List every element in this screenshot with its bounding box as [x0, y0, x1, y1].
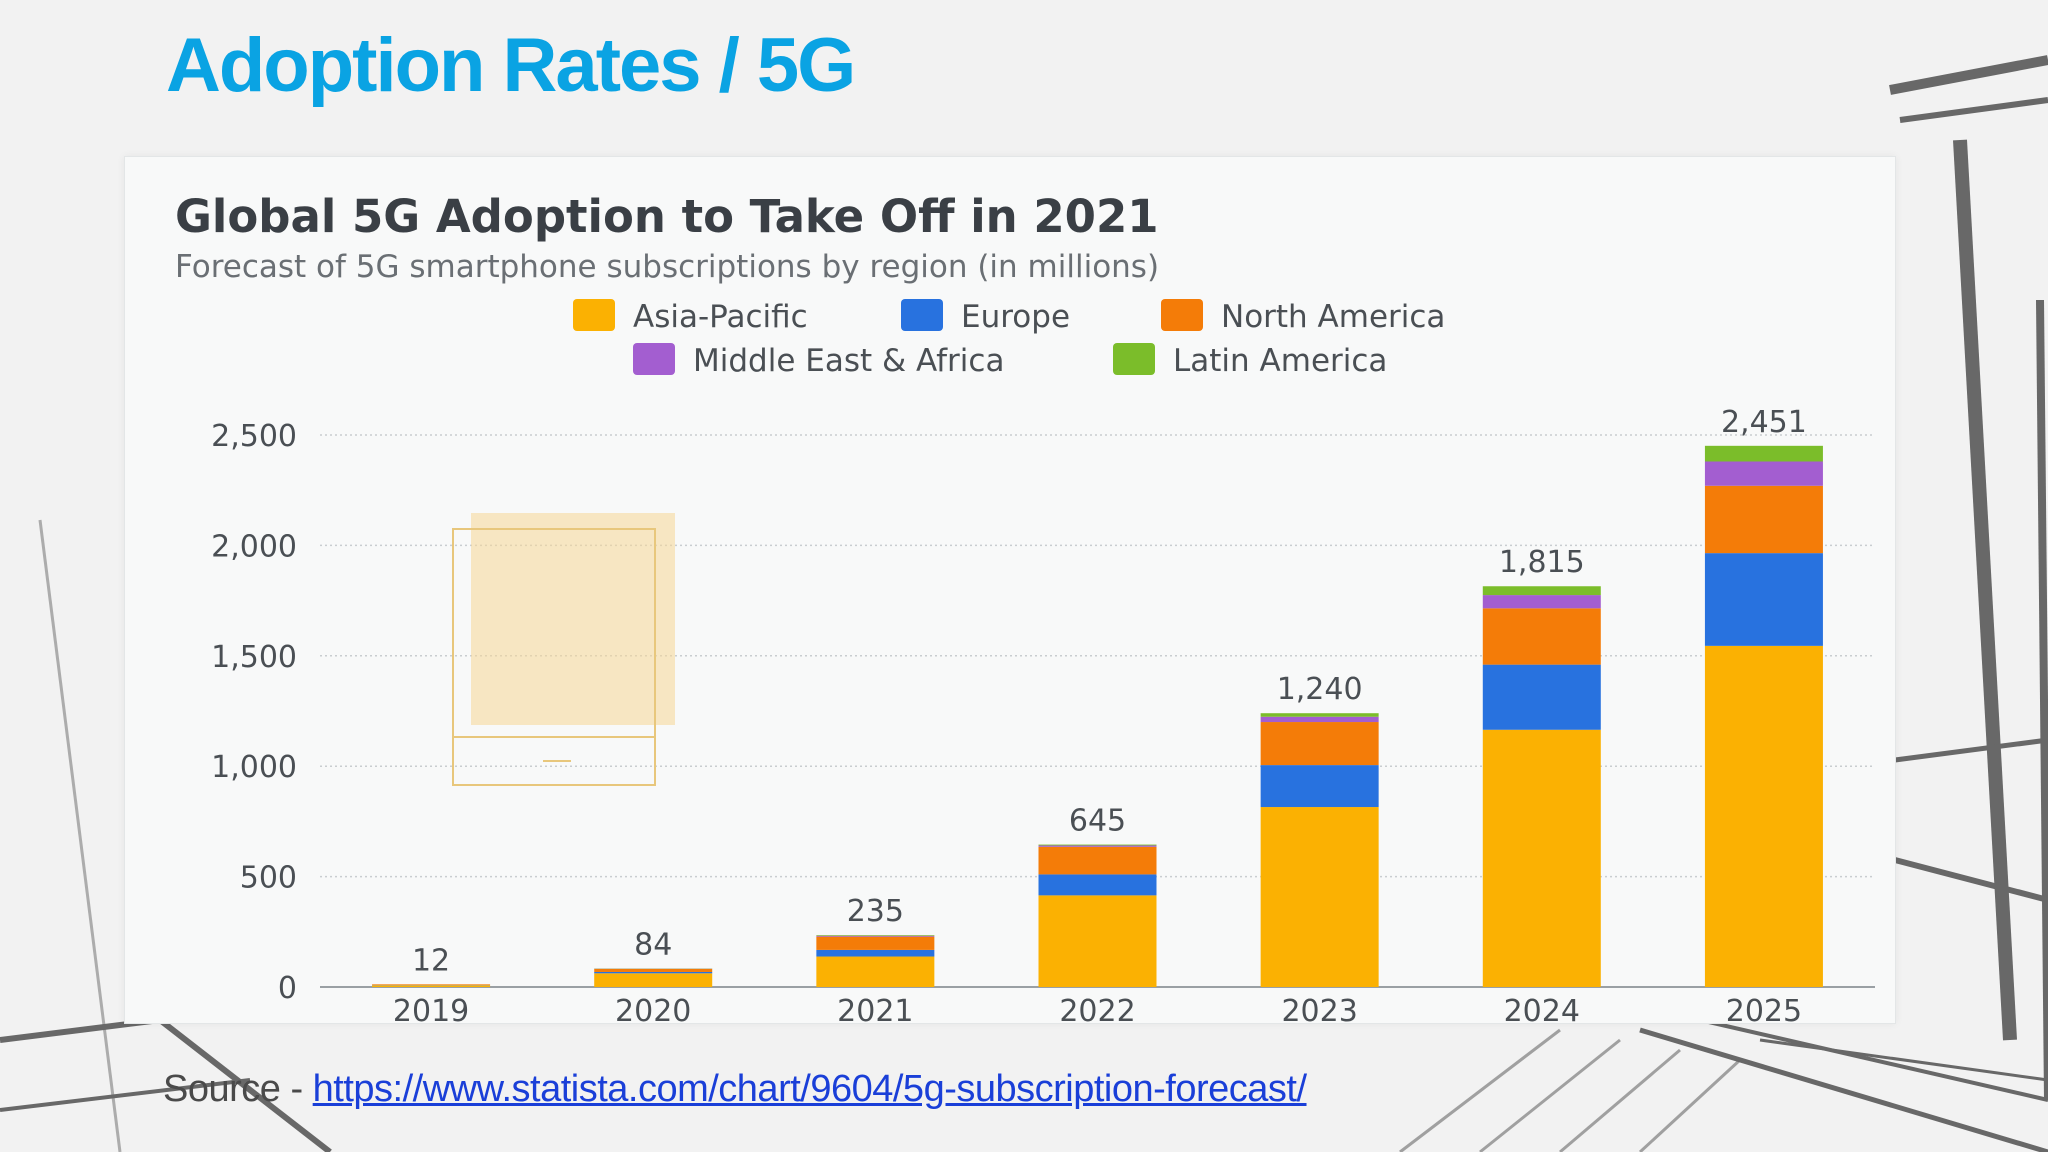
x-tick-label: 2025 [1726, 994, 1802, 1023]
y-tick-label: 2,500 [211, 419, 297, 454]
bar-total-label: 645 [1069, 804, 1126, 839]
x-tick-label: 2022 [1059, 994, 1135, 1023]
x-axis: 2019 2020 2021 2022 2023 2024 2025 [393, 994, 1802, 1023]
y-tick-label: 1,000 [211, 750, 297, 785]
legend-swatch [1113, 343, 1155, 375]
source-label: Source - [163, 1068, 313, 1110]
bar-segment [594, 971, 713, 974]
y-tick-label: 0 [278, 971, 297, 1006]
bar-segment [1038, 874, 1157, 896]
chart-card: Global 5G Adoption to Take Off in 2021 F… [124, 156, 1896, 1024]
slide-title: Adoption Rates / 5G [166, 23, 856, 108]
y-tick-label: 1,500 [211, 640, 297, 675]
bar-segment [816, 949, 935, 957]
bar-segment [816, 935, 935, 937]
bar-segment [1260, 807, 1379, 987]
bar-segment [816, 935, 935, 936]
legend-swatch [633, 343, 675, 375]
bar-segment [594, 973, 713, 987]
bar-segment [816, 956, 935, 987]
x-tick-label: 2024 [1504, 994, 1580, 1023]
chart-bars [372, 445, 1823, 987]
bar-total-label: 84 [634, 927, 672, 962]
x-tick-label: 2020 [615, 994, 691, 1023]
phone-watermark-icon [452, 513, 675, 786]
bar-segment [1704, 445, 1823, 462]
legend-label: Asia-Pacific [633, 299, 808, 335]
bar-total-label: 2,451 [1721, 405, 1807, 440]
bar-segment [1260, 716, 1379, 723]
bar-segment [1704, 645, 1823, 987]
bar-segment [1482, 608, 1601, 665]
bar-segment [372, 984, 491, 986]
bar-segment [1482, 664, 1601, 730]
bar-segment [1260, 713, 1379, 717]
chart-legend: Asia-Pacific Europe North America Middle Ea… [573, 299, 1445, 379]
bar-segment [594, 968, 713, 972]
bar-segment [1038, 895, 1157, 987]
legend-swatch [1161, 299, 1203, 331]
x-tick-label: 2023 [1281, 994, 1357, 1023]
bar-total-label: 12 [412, 943, 450, 978]
bar-segment [1704, 485, 1823, 554]
legend-label: Latin America [1173, 343, 1387, 379]
bar-segment [372, 985, 491, 987]
legend-swatch [573, 299, 615, 331]
bar-total-label: 235 [847, 894, 904, 929]
x-tick-label: 2019 [393, 994, 469, 1023]
bar-segment [1704, 461, 1823, 486]
x-tick-label: 2021 [837, 994, 913, 1023]
bar-segment [1260, 722, 1379, 766]
bar-segment [1704, 553, 1823, 646]
bar-total-label: 1,815 [1499, 545, 1585, 580]
y-tick-label: 500 [240, 861, 297, 896]
chart-subtitle: Forecast of 5G smartphone subscriptions … [175, 249, 1159, 285]
bar-segment [1482, 586, 1601, 596]
y-tick-label: 2,000 [211, 529, 297, 564]
bar-segment [1482, 595, 1601, 609]
source-link[interactable]: https://www.statista.com/chart/9604/5g-s… [312, 1068, 1307, 1110]
chart-title: Global 5G Adoption to Take Off in 2021 [175, 190, 1159, 243]
source-citation: Source - https://www.statista.com/chart/… [163, 1068, 1307, 1111]
bar-segment [1038, 846, 1157, 875]
bar-segment [1038, 845, 1157, 847]
bar-segment [1482, 729, 1601, 987]
legend-label: Middle East & Africa [693, 343, 1004, 379]
y-axis: 0 500 1,000 1,500 2,000 2,500 [211, 419, 297, 1006]
legend-label: Europe [961, 299, 1070, 335]
bar-segment [816, 936, 935, 950]
chart: Global 5G Adoption to Take Off in 2021 F… [175, 190, 1875, 1023]
legend-swatch [901, 299, 943, 331]
legend-label: North America [1221, 299, 1445, 335]
bar-segment [1260, 765, 1379, 808]
bar-total-label: 1,240 [1277, 672, 1363, 707]
bar-total-labels: 12 84 235 645 1,240 1,815 2,451 [412, 405, 1807, 979]
bar-segment [1038, 844, 1157, 846]
